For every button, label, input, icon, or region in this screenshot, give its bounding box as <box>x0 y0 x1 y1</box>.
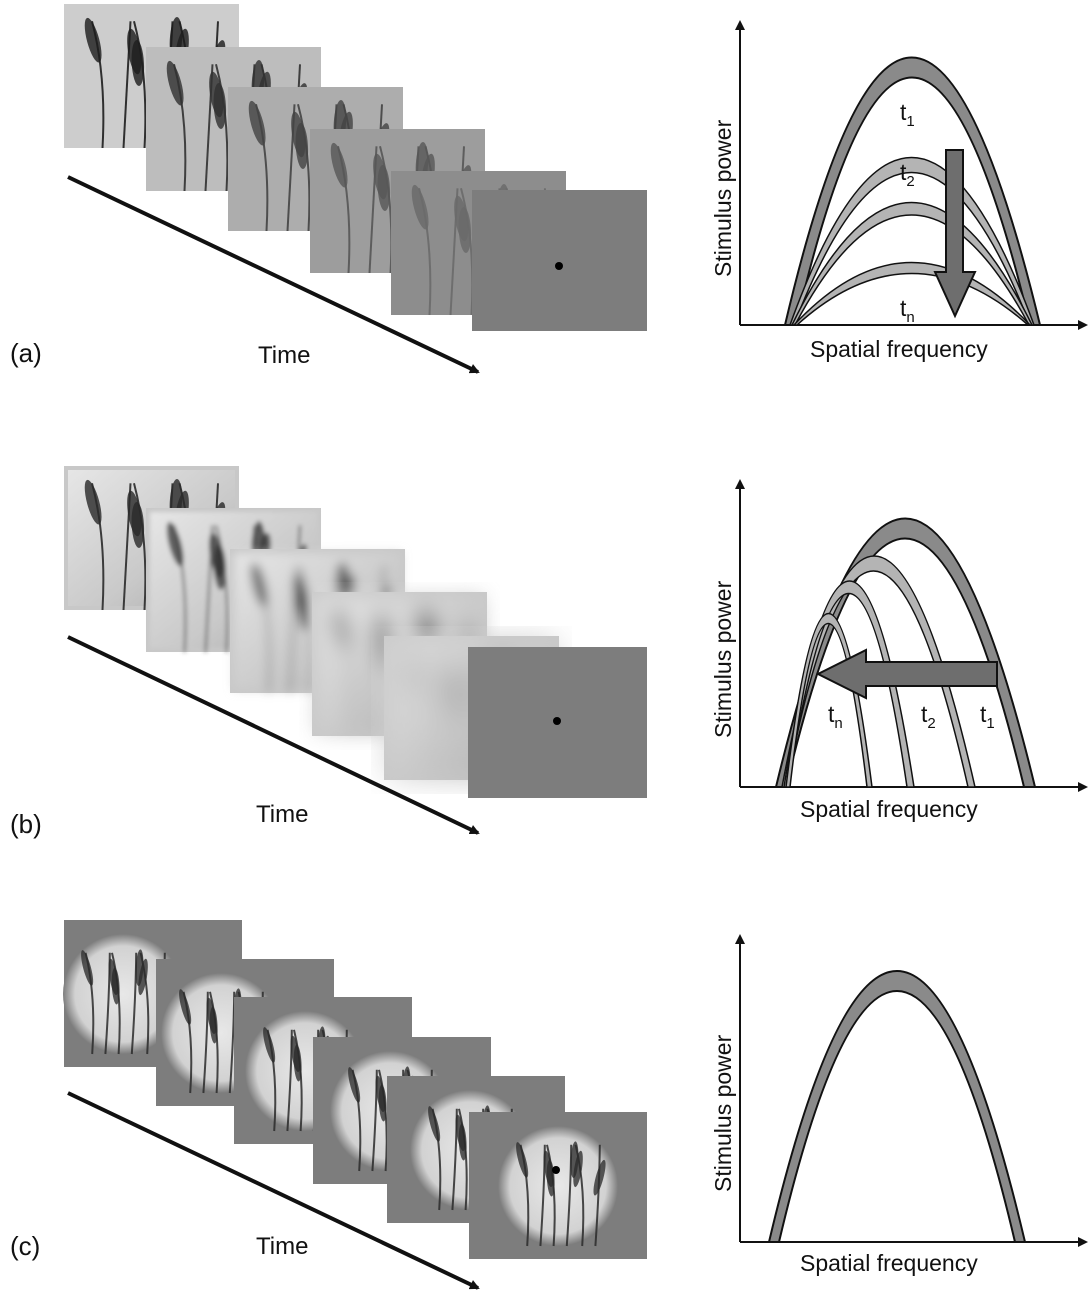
panel-label-a: (a) <box>10 338 42 368</box>
spectrum-plot-b: tn t2 t1 Spatial frequency Stimulus powe… <box>710 479 1088 822</box>
x-axis-label-a: Spatial frequency <box>810 336 988 362</box>
time-mark-t2-b: t2 <box>921 701 936 732</box>
panel-label-c: (c) <box>10 1231 40 1261</box>
blank-gray-frame <box>468 647 647 798</box>
lowpass-arrow <box>815 648 998 700</box>
time-axis-a <box>67 175 480 374</box>
time-label-c: Time <box>256 1233 308 1260</box>
time-axis-b <box>67 635 480 835</box>
attenuation-arrow <box>933 149 977 319</box>
time-axis-c <box>67 1091 480 1290</box>
fixation-dot <box>553 717 561 725</box>
frame-stack-b <box>64 466 647 798</box>
time-mark-tn-a: tn <box>900 295 915 326</box>
panel-a: (a) Time t1 t2 tn Spatial frequency S <box>10 4 1088 374</box>
spectrum-band-tn <box>792 261 1032 326</box>
time-label-a: Time <box>258 342 310 369</box>
y-axis-label-c: Stimulus power <box>710 1034 736 1192</box>
spectrum-band-constant <box>767 970 1027 1243</box>
panel-label-b: (b) <box>10 809 42 839</box>
spectrum-plot-c: Spatial frequency Stimulus power <box>710 934 1088 1276</box>
time-mark-tn-b: tn <box>828 701 843 732</box>
frame-stack-c <box>63 920 647 1259</box>
x-axis-label-c: Spatial frequency <box>800 1250 978 1276</box>
time-label-b: Time <box>256 801 308 828</box>
panel-b: (b) Time tn t2 t1 Spatial frequency Stim… <box>10 466 1088 839</box>
spectrum-band-full <box>783 56 1042 326</box>
stimulus-frame <box>469 1112 647 1259</box>
spectrum-band-tn-b <box>785 613 873 788</box>
time-mark-t1-a: t1 <box>900 99 915 130</box>
spectrum-plot-a: t1 t2 tn Spatial frequency Stimulus powe… <box>710 20 1088 362</box>
y-axis-label-b: Stimulus power <box>710 580 736 738</box>
fixation-dot <box>555 262 563 270</box>
time-mark-t1-b: t1 <box>980 701 995 732</box>
frame-stack-a <box>64 4 647 331</box>
panel-c: (c) Time Spatial frequency Stimulus powe… <box>10 920 1088 1290</box>
x-axis-label-b: Spatial frequency <box>800 796 978 822</box>
y-axis-label-a: Stimulus power <box>710 119 736 277</box>
time-mark-t2-a: t2 <box>900 159 915 190</box>
fixation-dot <box>552 1166 560 1174</box>
blank-gray-frame <box>472 190 647 331</box>
